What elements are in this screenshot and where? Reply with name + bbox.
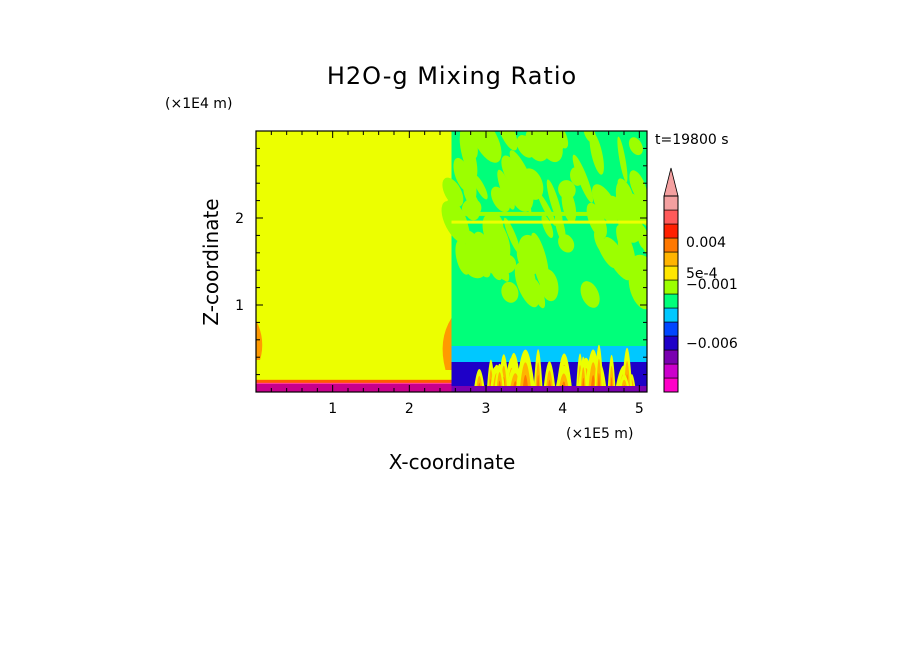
- moisture-streak: [472, 174, 488, 200]
- colorbar: 0.004 5e-4−0.001 −0.006: [663, 167, 738, 393]
- colorbar-swatch: [663, 251, 679, 267]
- colorbar-extend-arrow: [663, 167, 679, 197]
- colorbar-swatch: [663, 209, 679, 225]
- colorbar-swatch: [663, 349, 679, 365]
- colorbar-label: −0.001: [686, 277, 738, 293]
- x-tick-label: 1: [328, 401, 337, 417]
- surface-layer: [256, 384, 452, 392]
- moisture-streak: [628, 254, 647, 279]
- moisture-streak: [617, 136, 628, 183]
- x-unit-label: (×1E5 m): [566, 426, 633, 442]
- y-axis-ticks: 12: [235, 147, 647, 376]
- moisture-streak: [459, 131, 478, 179]
- moisture-streak: [518, 244, 535, 287]
- colorbar-swatch: [663, 195, 679, 211]
- edge-plume: [442, 318, 452, 370]
- moisture-streak: [503, 217, 521, 254]
- colorbar-swatch: [663, 223, 679, 239]
- plot-area: [256, 131, 647, 392]
- colorbar-swatch: [663, 377, 679, 393]
- moisture-streak: [482, 214, 511, 262]
- x-tick-label: 5: [635, 401, 644, 417]
- moisture-streak: [453, 157, 472, 192]
- colorbar-swatch: [663, 237, 679, 253]
- y-tick-label: 2: [235, 211, 244, 227]
- colorbar-swatch: [663, 335, 679, 351]
- chart-title: H2O-g Mixing Ratio: [327, 62, 577, 90]
- moisture-streak: [486, 252, 505, 276]
- moisture-streak: [580, 281, 600, 308]
- moisture-streak: [534, 262, 549, 294]
- moisture-streak: [583, 131, 597, 143]
- moisture-streak: [616, 225, 636, 266]
- moisture-streak: [603, 237, 632, 281]
- colorbar-label: 0.004: [686, 235, 726, 251]
- moisture-streak: [558, 180, 576, 200]
- moisture-streak: [558, 234, 575, 253]
- colorbar-swatch: [663, 279, 679, 295]
- colorbar-swatch: [663, 321, 679, 337]
- moisture-streak: [516, 135, 535, 158]
- x-axis-label: X-coordinate: [389, 450, 516, 474]
- moisture-streak: [497, 169, 515, 210]
- x-tick-label: 2: [405, 401, 414, 417]
- moisture-streak: [549, 131, 565, 151]
- moisture-streak: [637, 224, 647, 249]
- y-tick-label: 1: [235, 298, 244, 314]
- band: [451, 220, 647, 224]
- band: [451, 211, 647, 216]
- colorbar-label: 5e-4: [686, 266, 718, 282]
- plot-frame: [255, 130, 648, 393]
- moisture-streak: [617, 178, 633, 201]
- moisture-streak: [501, 155, 523, 190]
- right-region: [441, 131, 647, 392]
- x-tick-label: 3: [482, 401, 491, 417]
- moisture-streak: [501, 281, 519, 303]
- moisture-streak: [570, 167, 583, 186]
- colorbar-frame: [663, 195, 679, 393]
- moisture-streak: [520, 168, 544, 200]
- colorbar-label: −0.006: [686, 336, 738, 352]
- colorbar-swatch: [663, 293, 679, 309]
- moisture-streak: [628, 137, 643, 156]
- moisture-streak: [541, 214, 554, 238]
- x-tick-label: 4: [558, 401, 567, 417]
- surface-layer: [451, 386, 647, 392]
- colorbar-swatch: [663, 265, 679, 281]
- x-axis-ticks: 1 2 3 4 5: [270, 131, 644, 417]
- y-axis-label: Z-coordinate: [199, 198, 223, 325]
- moisture-streak: [537, 191, 557, 226]
- time-label: t=19800 s: [655, 132, 729, 148]
- colorbar-swatch: [663, 307, 679, 323]
- colorbar-swatch: [663, 363, 679, 379]
- moisture-streak: [464, 230, 491, 278]
- moisture-streak: [514, 262, 540, 308]
- moisture-streak: [530, 232, 549, 281]
- y-unit-label: (×1E4 m): [165, 96, 232, 112]
- moisture-streak: [442, 177, 464, 207]
